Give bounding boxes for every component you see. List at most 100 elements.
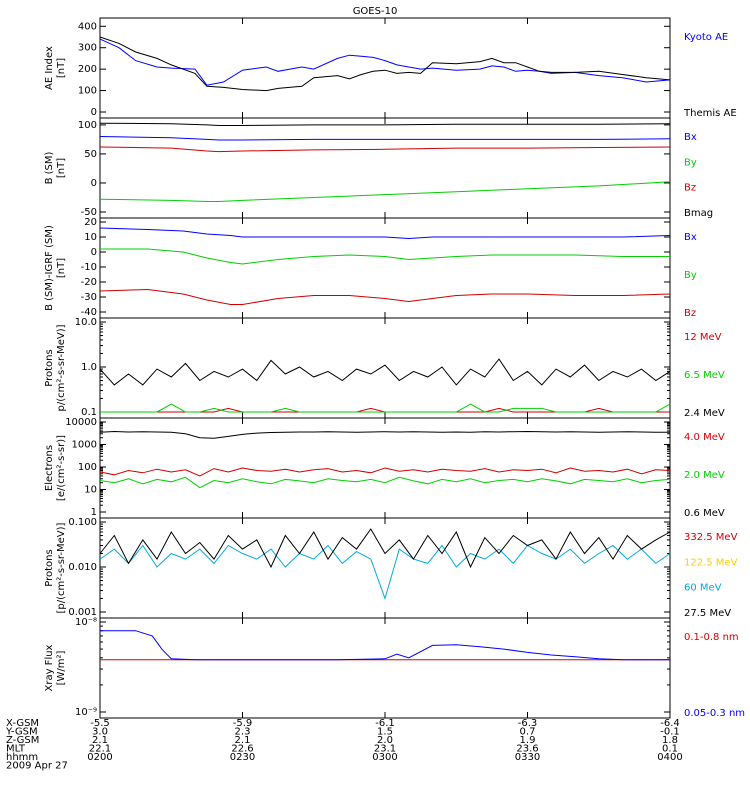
x-tick-value: 1.9	[520, 735, 536, 746]
series-line-bz	[99, 288, 671, 305]
legend-entry: 12 MeV	[684, 332, 722, 343]
legend-entry: Bx	[684, 132, 697, 143]
y-axis-label: Protons	[44, 349, 55, 386]
x-tick-value: -6.1	[375, 718, 395, 729]
y-tick-label: 50	[84, 149, 97, 160]
legend-entry: 6.5 MeV	[684, 370, 725, 381]
y-tick-label: 10⁻⁹	[75, 707, 97, 718]
y-tick-label: 10.0	[75, 317, 97, 328]
series-line-27.5-mev	[99, 528, 671, 569]
y-tick-label: -30	[81, 292, 97, 303]
y-axis-label: [e/(cm²-s-sr)]	[56, 435, 67, 501]
x-tick-value: 0400	[657, 752, 682, 763]
y-tick-label: 0.1	[81, 407, 97, 418]
series-line-bx	[99, 136, 671, 141]
x-tick-value: 23.1	[374, 744, 396, 755]
legend-entry: By	[684, 270, 697, 281]
chart-title: GOES-10	[353, 6, 398, 17]
legend-entry: 2.0 MeV	[684, 470, 725, 481]
panel-frame	[99, 217, 671, 319]
legend-entry: 0.6 MeV	[684, 508, 725, 519]
y-tick-label: 10000	[65, 417, 97, 428]
y-tick-label: 10	[84, 485, 97, 496]
x-tick-value: 2.0	[377, 735, 393, 746]
y-axis-label: Xray Flux	[44, 644, 55, 691]
y-tick-label: 100	[78, 86, 97, 97]
x-tick-value: 0330	[515, 752, 540, 763]
panel-frame	[99, 517, 671, 619]
series-line-bx	[99, 227, 671, 240]
legend-entry: 27.5 MeV	[684, 608, 731, 619]
x-tick-value: 1.8	[662, 735, 678, 746]
x-axis-row-label: Y-GSM	[5, 727, 38, 738]
panel-b_sm_igrf: -40 -30 -20 -10 0 10 20 B (SM)-IGRF (SM) [nT] Bx B…	[44, 217, 697, 319]
x-tick-value: -6.4	[660, 718, 680, 729]
x-tick-value: 0230	[230, 752, 255, 763]
y-tick-label: 300	[78, 43, 97, 54]
y-tick-label: -40	[81, 307, 97, 318]
x-tick-value: 2.1	[92, 735, 108, 746]
x-tick-value: -5.5	[90, 718, 110, 729]
y-axis-label: [W/m²]	[56, 650, 67, 685]
x-tick-value: 22.1	[89, 744, 111, 755]
series-line-0.6-mev	[99, 430, 670, 439]
y-tick-label: 0.010	[68, 562, 97, 573]
y-tick-label: 0	[91, 178, 97, 189]
panel-frame	[99, 617, 671, 719]
x-axis-row-label: X-GSM	[6, 718, 39, 729]
legend-entry: Bmag	[684, 208, 713, 219]
y-tick-label: 400	[78, 21, 97, 32]
series-line-2.4-mev	[99, 358, 671, 386]
date-label: 2009 Apr 27	[6, 761, 68, 772]
legend-entry: Themis AE	[683, 108, 737, 119]
y-axis-label: [nT]	[56, 258, 67, 278]
y-tick-label: 0.001	[68, 607, 97, 618]
panel-electrons: 1 10 100 1000 10000 Electrons [e/(cm²-s-sr)] 4.…	[44, 417, 725, 519]
x-tick-value: 1.5	[377, 727, 393, 738]
y-tick-label: 200	[78, 64, 97, 75]
series-line-themis-ae	[99, 36, 671, 92]
x-tick-value: 23.6	[516, 744, 538, 755]
legend-entry: Bz	[684, 308, 696, 319]
x-tick-value: 0200	[87, 752, 112, 763]
x-tick-value: 0.1	[662, 744, 678, 755]
y-tick-label: 1000	[72, 440, 97, 451]
series-line-by	[99, 181, 671, 202]
panel-b_sm: -50 0 50 100 B (SM) [nT] Bx By Bz Bmag	[44, 117, 713, 219]
x-axis-row-label: Z-GSM	[6, 735, 39, 746]
legend-entry: Bx	[684, 232, 697, 243]
x-tick-value: 2.1	[235, 735, 251, 746]
x-tick-value: 0300	[372, 752, 397, 763]
series-line-kyoto-ae	[99, 38, 671, 86]
y-axis-label: [nT]	[56, 58, 67, 78]
y-axis-label: [p/(cm²-s-sr-MeV)]	[56, 522, 67, 613]
series-line-4.0-mev	[99, 467, 671, 477]
y-tick-label: 0.100	[68, 517, 97, 528]
y-axis-label: AE Index	[44, 46, 55, 90]
y-axis-label: B (SM)	[44, 151, 55, 184]
series-line-by	[100, 248, 670, 265]
legend-entry: 332.5 MeV	[684, 532, 738, 543]
x-axis-row-label: hhmm	[6, 752, 38, 763]
y-tick-label: 1.0	[81, 362, 97, 373]
x-tick-value: 3.0	[92, 727, 108, 738]
series-line-bmag	[99, 122, 671, 126]
legend-entry: By	[684, 157, 697, 168]
y-tick-label: 10⁻⁸	[75, 617, 97, 628]
y-tick-label: 1	[91, 507, 97, 518]
series-line-bz	[99, 146, 671, 153]
legend-entry: 60 MeV	[684, 583, 722, 594]
y-tick-label: 0	[91, 247, 97, 258]
series-line-6.5-mev	[100, 403, 671, 413]
series-line-60-mev	[99, 544, 671, 601]
y-tick-label: 100	[78, 120, 97, 131]
legend-entry: 4.0 MeV	[684, 432, 725, 443]
y-axis-label: [nT]	[56, 158, 67, 178]
y-tick-label: -20	[81, 277, 97, 288]
panel-xray: 10⁻⁹ 10⁻⁸ Xray Flux [W/m²] 0.1-0.8 nm 0.05-0.…	[44, 617, 745, 719]
x-axis-row-label: MLT	[6, 744, 26, 755]
x-tick-value: 0.7	[520, 727, 536, 738]
panel-ae_index: 0 100 200 300 400 AE Index [nT] Kyoto AE Themis …	[44, 17, 737, 119]
x-tick-value: -5.9	[233, 718, 253, 729]
